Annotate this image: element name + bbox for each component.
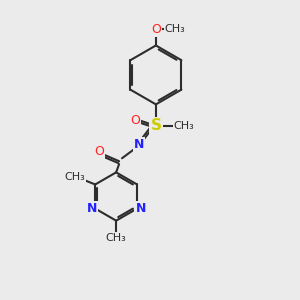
Text: N: N [86,202,97,215]
Text: CH₃: CH₃ [106,233,127,243]
Text: CH₃: CH₃ [64,172,85,182]
Text: S: S [150,118,161,134]
Text: CH₃: CH₃ [165,24,185,34]
Text: O: O [151,23,161,36]
Text: N: N [134,139,144,152]
Text: O: O [94,145,104,158]
Text: O: O [130,114,140,127]
Text: CH₃: CH₃ [173,121,194,131]
Text: N: N [135,202,146,215]
